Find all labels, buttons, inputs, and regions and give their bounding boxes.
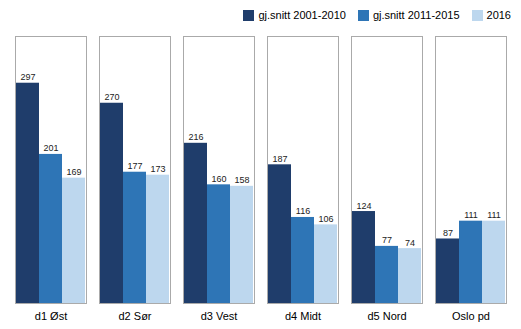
svg-text:d2 Sør: d2 Sør [118,310,151,322]
svg-text:87: 87 [443,228,453,238]
svg-text:111: 111 [487,210,501,220]
svg-text:160: 160 [211,174,226,184]
svg-text:169: 169 [66,167,81,177]
svg-text:173: 173 [150,164,165,174]
svg-text:77: 77 [382,235,392,245]
svg-text:187: 187 [272,154,287,164]
svg-text:124: 124 [356,201,371,211]
html-text:gj.snitt 2001-2010: gj.snitt 2001-2010 [258,9,346,21]
svg-text:158: 158 [234,175,249,185]
svg-text:d3 Vest: d3 Vest [201,310,238,322]
html-text:2016: 2016 [486,9,511,21]
svg-text:74: 74 [405,238,415,248]
svg-text:201: 201 [43,143,58,153]
svg-text:270: 270 [104,92,119,102]
svg-text:d4 Midt: d4 Midt [285,310,321,322]
svg-text:216: 216 [188,132,203,142]
svg-text:111: 111 [464,210,478,220]
svg-text:116: 116 [296,206,310,216]
svg-text:106: 106 [318,214,333,224]
svg-text:d5 Nord: d5 Nord [367,310,406,322]
html-text:gj.snitt 2011-2015: gj.snitt 2011-2015 [372,9,460,21]
svg-text:Oslo pd: Oslo pd [452,310,490,322]
svg-text:297: 297 [20,72,35,82]
svg-text:177: 177 [127,161,142,171]
svg-text:d1 Øst: d1 Øst [35,310,67,322]
